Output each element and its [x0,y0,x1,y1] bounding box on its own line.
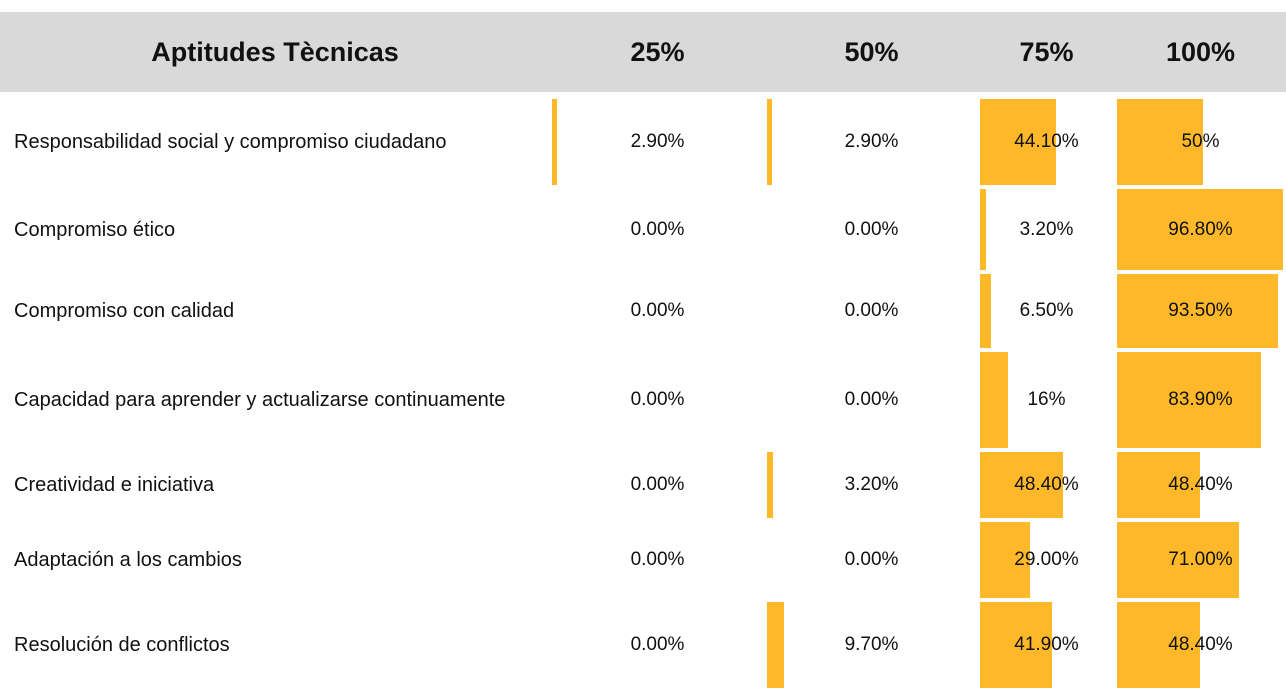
cell-value: 0.00% [630,218,685,240]
row-label: Capacidad para aprender y actualizarse c… [14,389,506,411]
cell-value: 44.10% [1014,131,1079,152]
data-bar [1117,522,1240,598]
data-bar [552,99,557,185]
data-bar [1117,452,1201,518]
data-bar [980,99,1056,185]
cell-value: 48.40% [1168,634,1233,655]
header-cell: 75% [1019,36,1074,67]
cell-value: 50% [1181,131,1220,152]
cell-value: 0.00% [844,218,899,240]
data-bar [980,274,992,348]
data-bar [1117,602,1201,688]
cell-value: 0.00% [630,549,685,570]
data-bar [980,522,1030,598]
data-bar [1117,189,1284,270]
cell-value: 48.40% [1168,474,1233,495]
cell-value: 0.00% [844,300,899,321]
row-label: Compromiso ético [14,218,176,241]
data-bar [767,602,784,688]
cell-value: 0.00% [630,634,685,655]
cell-value: 48.40% [1014,474,1079,495]
cell-value: 0.00% [630,474,685,495]
data-bar [980,602,1053,688]
data-bar [980,452,1064,518]
cell-value: 6.50% [1019,300,1074,321]
cell-value: 93.50% [1168,300,1233,321]
row-label: Responsabilidad social y compromiso ciud… [14,131,447,153]
cell-value: 0.00% [844,549,899,570]
cell-value: 0.00% [630,389,685,410]
data-bar [1117,352,1262,448]
cell-value: 16% [1027,389,1066,410]
cell-value: 3.20% [844,474,899,495]
header-cell: Aptitudes Tècnicas [151,36,399,67]
header-cell: 100% [1165,36,1236,67]
data-bar [980,189,986,270]
cell-value: 41.90% [1014,634,1079,655]
row-label: Adaptación a los cambios [14,549,242,571]
row-label: Creatividad e iniciativa [14,474,215,496]
cell-value: 29.00% [1014,549,1079,570]
row-label: Compromiso con calidad [14,300,235,322]
cell-value: 3.20% [1019,218,1074,240]
data-bar [980,352,1008,448]
row-label: Resolución de conflictos [14,634,230,656]
header-row [0,12,1286,92]
data-bar [1117,274,1278,348]
cell-value: 0.00% [844,389,899,410]
cell-value: 71.00% [1168,549,1233,570]
header-cell: 50% [844,36,899,67]
cell-value: 2.90% [844,131,899,152]
cell-value: 2.90% [630,131,685,152]
data-bar [767,99,772,185]
data-bar [1117,99,1203,185]
cell-value: 96.80% [1168,218,1233,240]
cell-value: 83.90% [1168,389,1233,410]
cell-value: 9.70% [844,634,899,655]
header-cell: 25% [630,36,685,67]
cell-value: 0.00% [630,300,685,321]
data-bar [767,452,773,518]
